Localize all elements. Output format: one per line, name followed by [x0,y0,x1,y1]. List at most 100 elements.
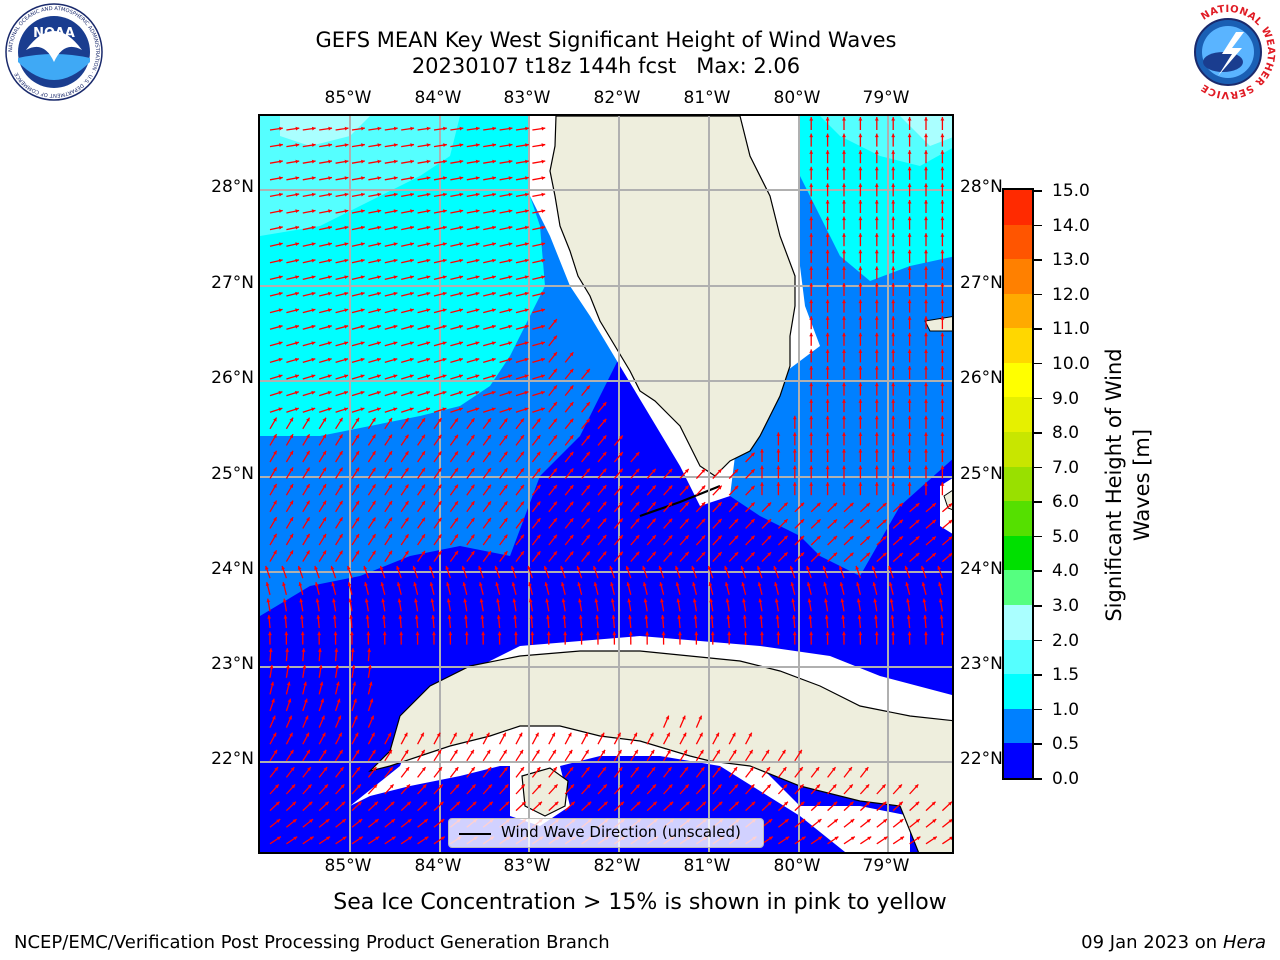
wave-direction-arrowhead [891,399,896,403]
colorbar-tick-label: 3.0 [1052,596,1080,617]
wave-direction-arrowhead [322,517,327,522]
wave-direction-arrowhead [717,518,722,523]
wave-direction-arrowhead [831,767,836,772]
wave-direction-arrowhead [619,468,623,473]
wave-direction-arrowhead [388,484,392,489]
wave-direction-arrowhead [388,517,392,522]
wave-direction-arrowhead [701,535,706,540]
wave-direction-arrowhead [809,150,814,154]
wave-direction-arrowhead [907,249,912,254]
wave-direction-arrowhead [800,801,805,806]
wave-direction-arrowhead [322,467,327,472]
lat-label-left: 22°N [211,749,254,769]
wave-direction-arrowhead [377,225,382,230]
wave-direction-arrowhead [799,784,804,789]
wave-direction-arrowhead [503,484,508,489]
wave-direction-arrowhead [750,519,755,523]
wave-direction-arrowhead [809,283,814,287]
wave-direction-arrowhead [858,399,863,403]
wave-direction-arrowhead [891,166,896,171]
wave-direction-arrowhead [487,451,491,456]
wave-direction-arrowhead [527,565,532,570]
wave-direction-arrowhead [269,664,274,669]
wave-direction-arrowhead [331,582,336,587]
wave-direction-arrowhead [377,275,382,280]
wave-direction-arrowhead [825,166,830,171]
wave-direction-arrowhead [842,200,846,204]
wave-direction-arrowhead [924,399,928,403]
wave-direction-arrowhead [322,450,327,455]
wave-direction-arrowhead [520,534,524,539]
wave-direction-arrowhead [393,192,398,197]
lat-label-left: 27°N [211,273,254,293]
wave-direction-arrowhead [286,681,291,686]
wave-direction-arrowhead [371,550,376,555]
wave-direction-arrowhead [344,126,349,131]
lat-label-left: 24°N [211,559,254,579]
wave-direction-arrowhead [357,801,362,806]
colorbar-tick-label: 1.0 [1052,699,1080,720]
wave-direction-arrowhead [393,225,398,230]
wave-direction-arrowhead [858,183,863,187]
wave-direction-arrowhead [295,324,299,329]
wave-direction-arrowhead [307,784,312,789]
wave-direction-arrowhead [321,732,326,737]
wave-direction-arrowhead [488,801,493,806]
wave-direction-arrowhead [717,535,722,540]
wave-direction-arrowhead [760,631,764,636]
wave-direction-arrowhead [858,283,863,287]
wave-direction-arrowhead [265,582,270,587]
wave-direction-arrowhead [921,582,926,587]
wave-direction-arrowhead [399,631,404,636]
wave-direction-arrowhead [358,819,363,823]
wave-direction-arrowhead [443,143,447,148]
wave-direction-arrowhead [891,216,896,221]
wave-direction-arrowhead [278,225,283,230]
wave-direction-arrowhead [442,390,447,395]
wave-direction-arrowhead [413,582,418,587]
wave-direction-arrowhead [873,598,878,603]
wave-direction-arrowhead [524,258,529,263]
wave-direction-arrowhead [717,552,722,556]
wave-direction-arrowhead [676,598,681,603]
wave-direction-arrowhead [388,500,392,505]
wave-direction-arrowhead [576,565,581,570]
colorbar-tick-label: 9.0 [1052,388,1080,409]
wave-direction-arrowhead [323,767,328,772]
wave-direction-arrowhead [842,150,846,154]
wave-direction-arrowhead [279,159,283,164]
wave-direction-arrowhead [783,519,788,524]
wave-direction-arrowhead [569,551,574,556]
wave-direction-arrowhead [454,534,458,539]
wave-direction-arrowhead [426,159,431,164]
wave-direction-arrowhead [521,801,526,806]
wave-direction-arrowhead [502,732,506,737]
wave-direction-arrowhead [864,767,869,772]
wave-direction-arrowhead [635,501,640,506]
wave-direction-arrowhead [389,767,393,772]
colorbar-tick-label: 10.0 [1052,353,1090,374]
wave-direction-arrowhead [437,467,442,472]
wave-direction-arrowhead [783,502,788,507]
wave-direction-arrowhead [387,732,391,737]
wave-direction-arrowhead [336,698,341,703]
wave-direction-arrowhead [344,308,349,313]
wave-direction-arrowhead [907,266,912,270]
wave-direction-arrowhead [306,417,310,422]
wave-direction-arrowhead [513,615,518,619]
wave-direction-arrowhead [274,767,278,772]
wave-direction-arrowhead [339,434,343,439]
wave-direction-arrowhead [683,749,688,754]
wave-direction-arrowhead [552,749,556,754]
wave-direction-arrowhead [278,192,283,197]
wave-direction-arrowhead [358,836,363,841]
wave-direction-arrowhead [437,517,442,522]
wave-direction-arrowhead [430,598,435,603]
wave-direction-arrowhead [373,784,378,789]
wave-direction-arrowhead [278,341,283,346]
wave-direction-arrowhead [288,715,292,720]
wave-direction-arrowhead [480,615,485,619]
colorbar-tick-mark [1034,743,1042,745]
wave-direction-arrowhead [578,598,582,603]
wave-direction-arrowhead [940,249,945,254]
